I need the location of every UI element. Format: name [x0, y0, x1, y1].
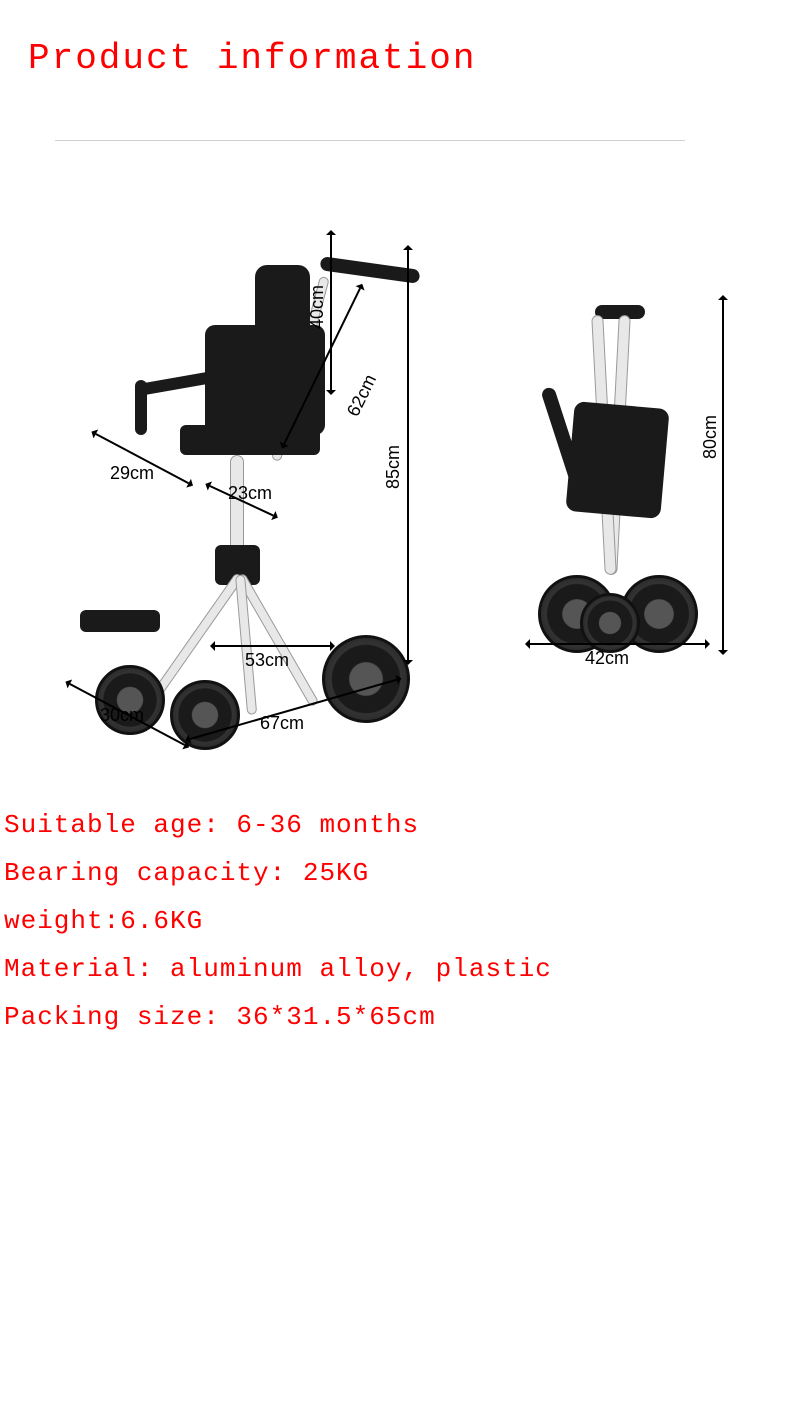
dim-label-29cm: 29cm: [110, 463, 154, 484]
dim-label-80cm: 80cm: [700, 415, 721, 459]
dimension-figure: 40cm 62cm 85cm 29cm 23cm 53cm 30cm 67cm …: [0, 195, 790, 765]
dim-arrow: [530, 643, 705, 645]
dim-arrow: [215, 645, 330, 647]
dim-arrow: [330, 235, 332, 390]
dim-arrow: [407, 250, 409, 660]
spec-list: Suitable age: 6-36 months Bearing capaci…: [4, 810, 552, 1050]
dim-label-23cm: 23cm: [228, 483, 272, 504]
dim-label-30cm: 30cm: [100, 705, 144, 726]
spec-packing-size: Packing size: 36*31.5*65cm: [4, 1002, 552, 1032]
spec-bearing-capacity: Bearing capacity: 25KG: [4, 858, 552, 888]
dim-arrow: [722, 300, 724, 650]
dim-label-85cm: 85cm: [383, 445, 404, 489]
dim-label-53cm: 53cm: [245, 650, 289, 671]
page-title: Product information: [28, 38, 476, 79]
dim-label-67cm: 67cm: [260, 713, 304, 734]
dim-label-40cm: 40cm: [307, 285, 328, 329]
spec-suitable-age: Suitable age: 6-36 months: [4, 810, 552, 840]
dim-label-42cm: 42cm: [585, 648, 629, 669]
title-underline: [55, 140, 685, 141]
spec-weight: weight:6.6KG: [4, 906, 552, 936]
spec-material: Material: aluminum alloy, plastic: [4, 954, 552, 984]
stroller-folded-illustration: [520, 295, 720, 675]
